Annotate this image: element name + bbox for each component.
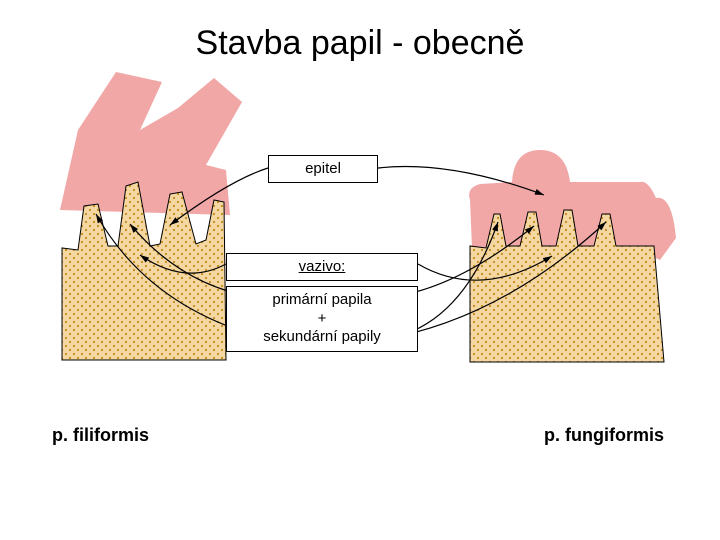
page-title: Stavba papil - obecně <box>0 24 720 63</box>
label-detail-line3: sekundární papily <box>231 328 413 347</box>
label-vazivo: vazivo: <box>226 253 418 281</box>
label-epitel-text: epitel <box>305 160 341 179</box>
label-vazivo-text: vazivo: <box>299 258 346 277</box>
caption-fungiformis: p. fungiformis <box>544 425 664 446</box>
label-epitel: epitel <box>268 155 378 183</box>
caption-filiformis: p. filiformis <box>52 425 149 446</box>
label-detail-line2: + <box>231 310 413 329</box>
label-vazivo-detail: primární papila + sekundární papily <box>226 286 418 352</box>
label-detail-line1: primární papila <box>231 291 413 310</box>
